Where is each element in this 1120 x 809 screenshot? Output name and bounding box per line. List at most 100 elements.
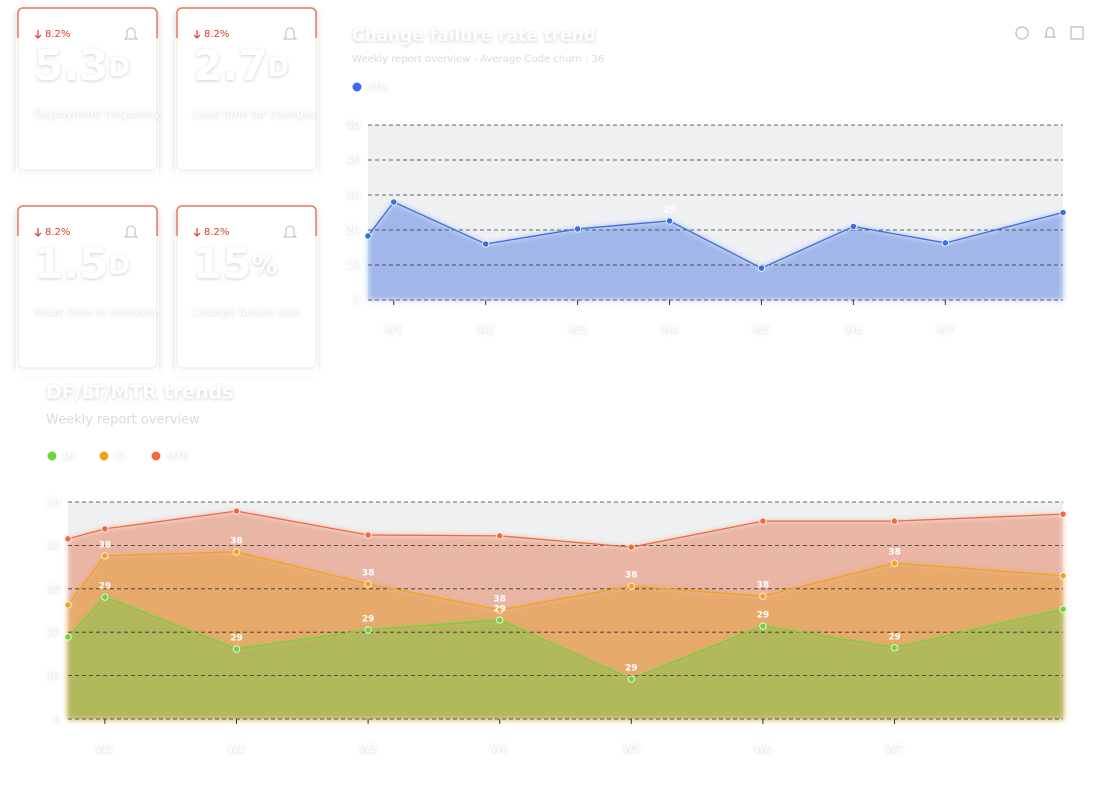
point [496, 532, 504, 540]
bell-icon[interactable] [1043, 26, 1057, 38]
point [849, 222, 857, 231]
point [1059, 605, 1067, 613]
card-fade [175, 38, 318, 178]
card-change: 8.2% [204, 227, 229, 238]
info-icon[interactable] [1015, 26, 1029, 40]
point [101, 593, 109, 601]
card-label: Lead time for changes [193, 107, 316, 120]
legend-label: LT [115, 451, 126, 462]
x-tick-label: W1 [96, 742, 114, 755]
x-tick-label: W4 [661, 323, 679, 336]
point [101, 552, 109, 560]
value: 15 [193, 239, 251, 288]
card-fade [16, 38, 159, 178]
down-arrow [193, 30, 201, 39]
card-value: 5.3D [34, 41, 130, 90]
unit: % [251, 251, 277, 281]
point [890, 559, 899, 567]
point [941, 239, 949, 247]
point [627, 543, 635, 551]
chart-subtitle: Weekly report overview - Average Code ch… [352, 54, 604, 65]
point-label: 38 [888, 548, 901, 558]
point [232, 645, 241, 653]
card-change: 8.2% [45, 29, 70, 40]
point [627, 582, 635, 590]
unit: D [108, 251, 130, 281]
card-change: 8.2% [204, 29, 229, 40]
legend-swatch [47, 451, 57, 461]
unit: D [267, 53, 289, 83]
point-label: 29 [757, 611, 770, 621]
value: 2.7 [193, 41, 267, 90]
card-label: Deployment frequency [34, 107, 160, 120]
point-label: 29 [888, 632, 901, 642]
legend-swatch [99, 451, 109, 461]
point-label: 29 [99, 582, 112, 592]
point [1059, 510, 1067, 518]
point-label: 29 [663, 205, 676, 215]
card-value: 1.5D [34, 239, 130, 288]
kpi-card: 8.2%1.5D Mean time to recovery [16, 205, 159, 376]
point [574, 225, 582, 233]
point [64, 633, 72, 641]
kpi-card: 8.2%5.3D Deployment frequency [16, 7, 160, 178]
point-label: 38 [362, 569, 375, 579]
toolbar [1015, 26, 1084, 40]
point-label: 29 [625, 664, 638, 674]
area [368, 202, 1063, 300]
chart-title: Change failure rate trend [352, 26, 596, 46]
point [1059, 572, 1067, 580]
x-tick-label: W3 [569, 323, 587, 336]
point [890, 517, 899, 525]
chart: DF/LT/MTR trends Weekly report overview DF… [46, 382, 1067, 755]
point-label: 38 [99, 540, 112, 550]
chart: Change failure rate trend Weekly report o… [346, 26, 1067, 336]
x-tick-label: W5 [753, 323, 771, 336]
y-tick-label: 20 [46, 625, 60, 638]
y-tick-label: 30 [46, 582, 60, 595]
y-tick-label: 10 [46, 669, 60, 682]
kpi-card: 8.2%15% Change failure rate [175, 205, 318, 376]
bell-icon [282, 27, 298, 40]
point [390, 198, 398, 206]
point-label: 29 [493, 605, 506, 615]
table-icon[interactable] [1070, 26, 1084, 40]
down-arrow [193, 228, 201, 237]
point [232, 548, 241, 556]
point [364, 626, 372, 634]
bell-icon [123, 27, 139, 40]
x-tick-label: W3 [359, 742, 377, 755]
point-label: 38 [757, 581, 770, 591]
chart-title: DF/LT/MTR trends [46, 382, 233, 404]
point [482, 240, 490, 248]
y-tick-label: 50 [346, 118, 360, 131]
legend-label: DF [63, 451, 77, 462]
card-value: 2.7D [193, 41, 289, 90]
point-label: 38 [230, 536, 243, 546]
unit: D [108, 53, 130, 83]
down-arrow [34, 228, 42, 237]
legend-swatch [151, 451, 161, 461]
x-tick-label: W7 [886, 742, 904, 755]
point [496, 616, 504, 624]
value: 5.3 [34, 41, 108, 90]
point [64, 601, 72, 609]
card-fade [175, 236, 318, 376]
point [364, 531, 372, 539]
y-tick-label: 0 [53, 712, 60, 725]
x-tick-label: W2 [477, 323, 495, 336]
legend-label: CFR [368, 82, 388, 93]
point [759, 622, 767, 630]
point [364, 580, 372, 588]
point [759, 517, 767, 525]
legend-label: MTR [167, 451, 189, 462]
down-arrow [34, 30, 42, 39]
point-label: 38 [625, 571, 638, 581]
y-tick-label: 50 [46, 495, 60, 508]
y-tick-label: 10 [346, 258, 360, 271]
point [64, 535, 72, 543]
value: 1.5 [34, 239, 108, 288]
area [68, 597, 1063, 719]
point [757, 264, 766, 272]
x-tick-label: W2 [228, 742, 246, 755]
